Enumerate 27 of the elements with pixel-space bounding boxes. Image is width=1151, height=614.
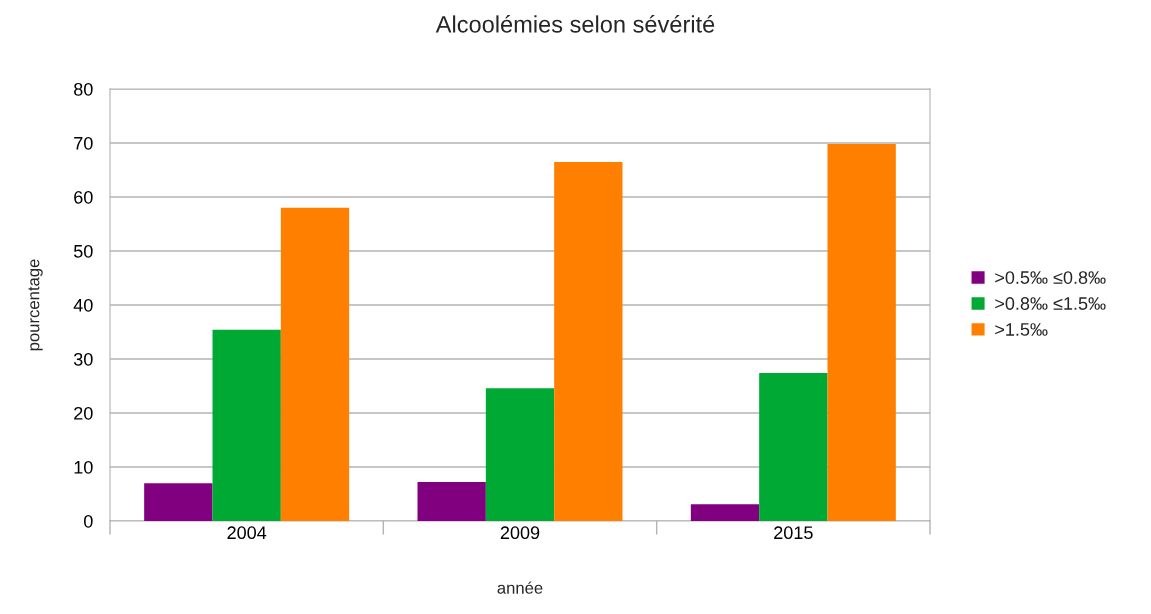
y-tick-label: 80 bbox=[74, 82, 93, 96]
bar bbox=[212, 329, 281, 521]
bar bbox=[827, 144, 896, 521]
legend-label: >1.5‰ bbox=[995, 323, 1048, 336]
x-axis-title: année bbox=[497, 581, 543, 594]
y-tick-label: 50 bbox=[73, 244, 93, 258]
y-tick-label: 0 bbox=[84, 514, 93, 528]
bar bbox=[280, 207, 350, 521]
y-axis-title: pourcentage bbox=[28, 259, 43, 351]
y-tick-label: 70 bbox=[74, 136, 93, 150]
bar bbox=[554, 161, 623, 521]
legend-label: >0.5‰ ≤0.8‰ bbox=[995, 271, 1106, 284]
x-tick-label: 2009 bbox=[500, 526, 540, 540]
bar bbox=[417, 482, 486, 521]
y-tick-label: 30 bbox=[73, 352, 93, 366]
bar bbox=[690, 504, 760, 521]
y-tick-label: 10 bbox=[74, 460, 93, 474]
x-tick-label: 2004 bbox=[227, 526, 267, 540]
y-tick-label: 60 bbox=[74, 190, 93, 204]
chart-title: Alcoolémies selon sévérité bbox=[435, 15, 715, 33]
bar bbox=[485, 388, 555, 521]
bar bbox=[759, 373, 828, 521]
y-tick-label: 40 bbox=[73, 298, 93, 312]
x-tick-label: 2015 bbox=[774, 526, 813, 540]
y-tick-label: 20 bbox=[74, 406, 93, 420]
bar bbox=[144, 483, 213, 521]
legend-label: >0.8‰ ≤1.5‰ bbox=[995, 297, 1106, 310]
